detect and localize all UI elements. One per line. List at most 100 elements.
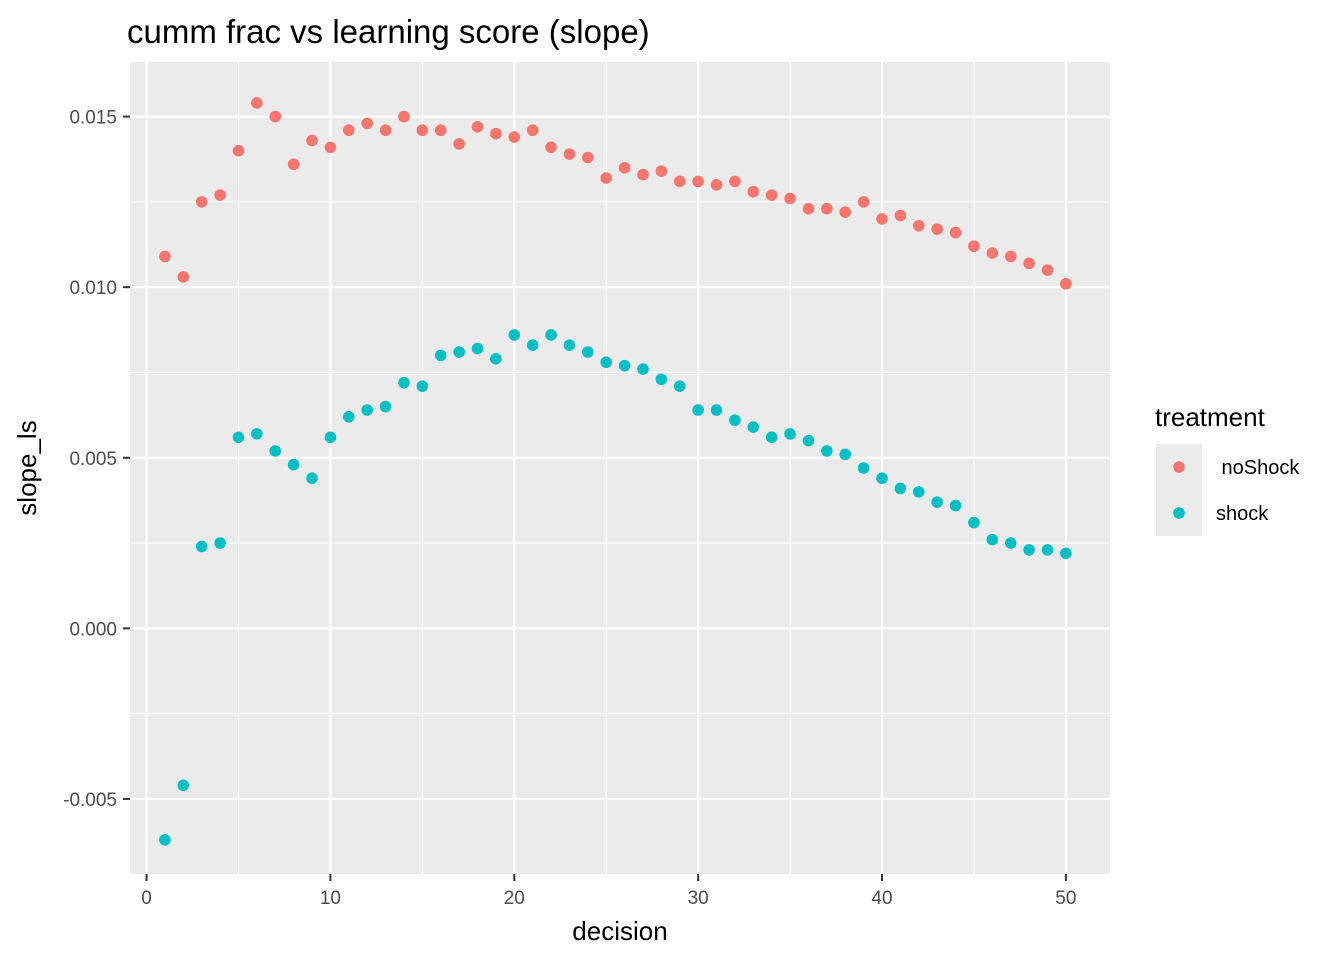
data-point-noshock	[637, 168, 649, 181]
data-point-noshock	[1041, 264, 1054, 276]
data-point-noshock	[912, 219, 925, 232]
data-point-noshock	[1060, 277, 1072, 290]
data-point-shock	[692, 404, 704, 416]
data-point-noshock	[195, 196, 208, 208]
data-point-noshock	[269, 110, 282, 123]
data-point-noshock	[306, 134, 318, 147]
data-point-noshock	[931, 223, 943, 235]
data-point-noshock	[618, 161, 631, 174]
data-point-noshock	[214, 189, 226, 201]
data-point-shock	[876, 472, 888, 485]
legend-title: treatment	[1155, 402, 1266, 432]
data-point-noshock	[159, 250, 171, 263]
x-tick-label: 50	[1055, 888, 1076, 909]
y-axis-title: slope_ls	[12, 420, 42, 515]
data-point-shock	[655, 373, 668, 386]
data-point-noshock	[251, 97, 263, 109]
legend: treatment noShock shock	[1155, 402, 1300, 536]
data-point-noshock	[379, 124, 392, 137]
x-axis-title: decision	[572, 916, 667, 946]
data-point-shock	[986, 533, 999, 546]
data-point-shock	[729, 414, 741, 427]
data-point-shock	[306, 472, 318, 485]
data-point-noshock	[1004, 250, 1017, 263]
data-point-noshock	[876, 213, 888, 225]
x-tick-label: 40	[871, 888, 892, 909]
data-point-noshock	[563, 148, 576, 160]
data-point-shock	[710, 404, 723, 416]
data-point-noshock	[361, 117, 373, 130]
data-point-shock	[416, 380, 429, 392]
y-tick-label: 0.005	[69, 449, 117, 470]
data-point-shock	[342, 411, 355, 423]
data-point-shock	[802, 434, 815, 447]
chart-title: cumm frac vs learning score (slope)	[127, 13, 650, 50]
data-point-noshock	[490, 127, 502, 140]
data-point-noshock	[655, 165, 668, 177]
data-point-shock	[839, 448, 852, 461]
data-point-noshock	[857, 196, 870, 208]
data-point-shock	[251, 428, 263, 440]
data-point-shock	[857, 462, 870, 474]
data-point-noshock	[692, 175, 704, 188]
data-point-noshock	[894, 209, 907, 222]
data-point-noshock	[398, 110, 410, 123]
data-point-shock	[490, 353, 502, 365]
data-point-shock	[784, 428, 796, 440]
data-point-shock	[379, 400, 392, 413]
data-point-noshock	[986, 247, 999, 259]
data-point-shock	[232, 431, 245, 444]
data-point-shock	[526, 339, 539, 351]
data-point-shock	[912, 486, 925, 498]
data-point-noshock	[710, 179, 723, 191]
data-point-noshock	[416, 124, 429, 137]
x-tick-label: 0	[141, 888, 152, 909]
data-points	[159, 97, 1072, 846]
y-tick-label: 0.010	[69, 278, 117, 299]
data-point-noshock	[729, 175, 741, 188]
y-tick-label: 0.000	[69, 619, 117, 640]
data-point-noshock	[949, 226, 962, 239]
x-tick-label: 20	[504, 888, 525, 909]
data-point-shock	[434, 349, 447, 362]
data-point-shock	[159, 834, 171, 846]
data-point-shock	[673, 380, 686, 392]
data-point-shock	[361, 404, 373, 416]
y-tick-label: -0.005	[63, 790, 117, 811]
data-point-shock	[600, 356, 613, 369]
data-point-shock	[214, 537, 226, 549]
data-point-noshock	[545, 141, 557, 154]
data-point-shock	[471, 342, 484, 355]
legend-label: shock	[1216, 503, 1269, 525]
data-point-shock	[269, 445, 282, 457]
data-point-noshock	[453, 138, 465, 150]
data-point-noshock	[600, 172, 613, 184]
data-point-noshock	[582, 151, 594, 164]
data-point-shock	[508, 329, 521, 341]
data-point-shock	[931, 496, 943, 508]
data-point-noshock	[526, 124, 539, 137]
data-point-shock	[398, 376, 410, 389]
data-point-shock	[949, 499, 962, 512]
data-point-shock	[563, 339, 576, 351]
data-point-noshock	[784, 192, 796, 205]
data-point-noshock	[1023, 257, 1035, 270]
data-point-noshock	[508, 131, 521, 143]
data-point-shock	[1060, 547, 1072, 560]
data-point-shock	[637, 363, 649, 375]
data-point-shock	[195, 540, 208, 553]
data-point-noshock	[765, 189, 778, 201]
data-point-noshock	[839, 206, 852, 218]
data-point-noshock	[747, 185, 760, 198]
data-point-noshock	[232, 144, 245, 157]
legend-key-marker	[1173, 507, 1185, 519]
data-point-noshock	[342, 124, 355, 137]
data-point-shock	[1023, 544, 1035, 556]
data-point-shock	[765, 431, 778, 444]
data-point-noshock	[287, 158, 300, 171]
y-axis-ticks: -0.005 0.000 0.005 0.010 0.015	[63, 108, 130, 811]
data-point-noshock	[177, 271, 190, 283]
legend-key-marker	[1173, 461, 1185, 473]
data-point-shock	[453, 346, 465, 358]
